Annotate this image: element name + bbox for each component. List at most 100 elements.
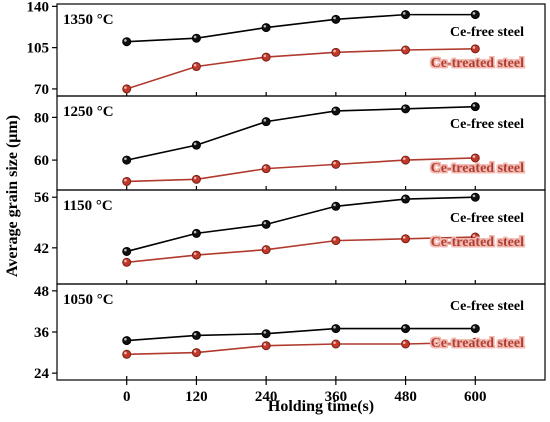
data-point-highlight bbox=[124, 337, 127, 341]
panel-temperature-label: 1350 °C bbox=[63, 12, 114, 28]
data-point-highlight bbox=[402, 47, 406, 50]
data-point-highlight bbox=[402, 106, 406, 109]
data-point bbox=[401, 339, 411, 349]
series-line bbox=[126, 105, 476, 161]
data-point bbox=[470, 10, 480, 20]
data-point bbox=[191, 250, 201, 260]
data-point bbox=[261, 52, 271, 62]
x-tick-label: 360 bbox=[325, 389, 348, 405]
data-point bbox=[261, 117, 271, 127]
data-point-highlight bbox=[263, 54, 267, 58]
panel-temperature-label: 1250 °C bbox=[63, 104, 114, 120]
data-point bbox=[331, 236, 341, 246]
data-point bbox=[191, 330, 201, 340]
data-point bbox=[401, 45, 411, 55]
x-tick-label: 480 bbox=[394, 389, 417, 405]
data-point-highlight bbox=[472, 46, 476, 49]
data-point bbox=[401, 104, 411, 114]
panel-3: 24 36 48 1050 °C Ce-free steel Ce-treated ste… bbox=[34, 283, 546, 382]
data-point-highlight bbox=[193, 230, 197, 234]
data-point-highlight bbox=[402, 325, 406, 329]
data-point bbox=[191, 348, 201, 358]
legend-entry: Ce-treated steel bbox=[431, 161, 525, 176]
y-tick-label: 60 bbox=[34, 153, 49, 169]
data-point bbox=[261, 329, 271, 339]
y-axis-label: Average grain size (μm) bbox=[4, 115, 21, 277]
x-tick-label: 600 bbox=[464, 389, 487, 405]
y-tick-label: 70 bbox=[34, 82, 49, 98]
panel-temperature-label: 1150 °C bbox=[63, 198, 113, 214]
data-point-highlight bbox=[124, 86, 127, 89]
legend-entry: Ce-treated steel bbox=[431, 235, 525, 250]
data-point-highlight bbox=[124, 39, 127, 42]
data-point-highlight bbox=[193, 35, 197, 39]
x-tick-label: 0 bbox=[123, 389, 131, 405]
data-point bbox=[331, 324, 341, 334]
data-point-highlight bbox=[263, 331, 267, 334]
data-point-highlight bbox=[193, 349, 197, 353]
data-point-highlight bbox=[333, 238, 336, 241]
data-point-highlight bbox=[263, 343, 267, 346]
data-point-highlight bbox=[333, 325, 336, 329]
data-point-highlight bbox=[333, 203, 336, 207]
data-point bbox=[191, 174, 201, 184]
data-point bbox=[331, 201, 341, 211]
data-point bbox=[122, 336, 132, 346]
x-axis: 0 120 240 360 480 600 bbox=[123, 380, 487, 405]
data-point bbox=[261, 245, 271, 255]
data-point bbox=[331, 47, 341, 57]
data-point bbox=[261, 164, 271, 174]
data-point-highlight bbox=[124, 248, 127, 252]
data-point bbox=[401, 10, 411, 20]
data-point-highlight bbox=[333, 108, 336, 111]
data-point-highlight bbox=[472, 12, 476, 15]
data-point-highlight bbox=[472, 325, 476, 329]
data-point-highlight bbox=[263, 119, 267, 122]
y-tick-label: 24 bbox=[34, 366, 50, 382]
data-point-highlight bbox=[124, 259, 127, 263]
data-point-highlight bbox=[472, 104, 476, 107]
series-line bbox=[126, 157, 476, 183]
data-point bbox=[331, 106, 341, 116]
data-point-highlight bbox=[193, 63, 197, 67]
data-point bbox=[122, 155, 132, 165]
y-tick-label: 80 bbox=[34, 110, 49, 126]
data-point bbox=[401, 234, 411, 244]
series-line bbox=[126, 236, 476, 264]
data-point-highlight bbox=[124, 157, 127, 161]
y-tick-label: 105 bbox=[27, 41, 50, 57]
data-point bbox=[122, 257, 132, 267]
data-point-highlight bbox=[333, 341, 336, 345]
series-line bbox=[126, 196, 476, 253]
data-point-highlight bbox=[472, 339, 476, 343]
data-point bbox=[191, 228, 201, 238]
data-point-highlight bbox=[263, 247, 267, 250]
data-point bbox=[470, 102, 480, 112]
data-point-highlight bbox=[402, 236, 406, 239]
data-point-highlight bbox=[263, 166, 267, 169]
panel-temperature-label: 1050 °C bbox=[63, 292, 114, 308]
panel-2: 42 56 1150 °C Ce-free steel Ce-treated steel bbox=[34, 189, 546, 285]
data-point-highlight bbox=[333, 16, 336, 20]
series-line bbox=[126, 13, 476, 43]
legend-entry: Ce-treated steel bbox=[431, 336, 525, 351]
data-point-highlight bbox=[193, 142, 197, 146]
data-point-highlight bbox=[263, 24, 267, 28]
series-line bbox=[126, 327, 476, 342]
y-tick-label: 56 bbox=[34, 190, 50, 206]
data-point-highlight bbox=[263, 221, 267, 225]
legend-entry: Ce-free steel bbox=[450, 25, 524, 40]
data-point bbox=[122, 176, 132, 186]
data-point-highlight bbox=[402, 157, 406, 161]
panel-0: 70 105 140 1350 °C Ce-free steel Ce-treated s… bbox=[27, 0, 546, 98]
data-point bbox=[401, 324, 411, 334]
y-tick-label: 36 bbox=[34, 325, 50, 341]
legend-entry: Ce-treated steel bbox=[431, 56, 525, 71]
data-point-highlight bbox=[333, 49, 336, 53]
y-tick-label: 42 bbox=[34, 241, 49, 257]
data-point-highlight bbox=[193, 252, 197, 256]
series-line bbox=[126, 48, 476, 90]
x-tick-label: 240 bbox=[255, 389, 278, 405]
y-tick-label: 48 bbox=[34, 284, 49, 300]
data-point bbox=[261, 23, 271, 33]
